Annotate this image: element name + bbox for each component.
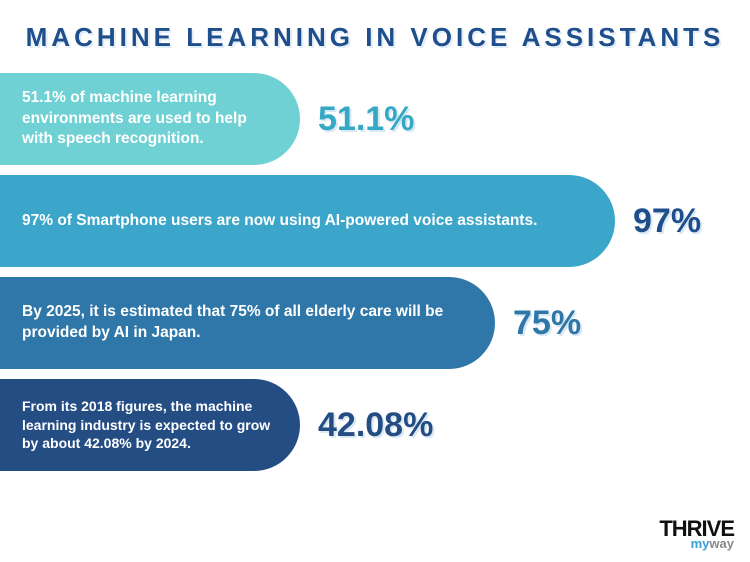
stat-text: 51.1% of machine learning environments a… <box>22 88 272 151</box>
stat-row: 51.1% of machine learning environments a… <box>0 73 750 165</box>
page-title: MACHINE LEARNING IN VOICE ASSISTANTS <box>0 0 750 65</box>
stat-bar: 97% of Smartphone users are now using AI… <box>0 175 615 267</box>
stat-row: By 2025, it is estimated that 75% of all… <box>0 277 750 369</box>
stat-row: From its 2018 figures, the machine learn… <box>0 379 750 471</box>
stat-bar: 51.1% of machine learning environments a… <box>0 73 300 165</box>
stat-bar: By 2025, it is estimated that 75% of all… <box>0 277 495 369</box>
stat-percent: 42.08% <box>318 406 433 445</box>
stat-percent: 75% <box>513 304 581 343</box>
stat-bar: From its 2018 figures, the machine learn… <box>0 379 300 471</box>
brand-logo: THRIVE myway <box>659 519 734 550</box>
stat-text: 97% of Smartphone users are now using AI… <box>22 211 537 232</box>
logo-suffix: way <box>709 536 734 551</box>
stat-text: From its 2018 figures, the machine learn… <box>22 397 272 454</box>
stat-percent: 97% <box>633 202 701 241</box>
stat-bars-container: 51.1% of machine learning environments a… <box>0 65 750 471</box>
stat-text: By 2025, it is estimated that 75% of all… <box>22 302 467 344</box>
stat-row: 97% of Smartphone users are now using AI… <box>0 175 750 267</box>
stat-percent: 51.1% <box>318 100 414 139</box>
logo-prefix: my <box>691 536 710 551</box>
